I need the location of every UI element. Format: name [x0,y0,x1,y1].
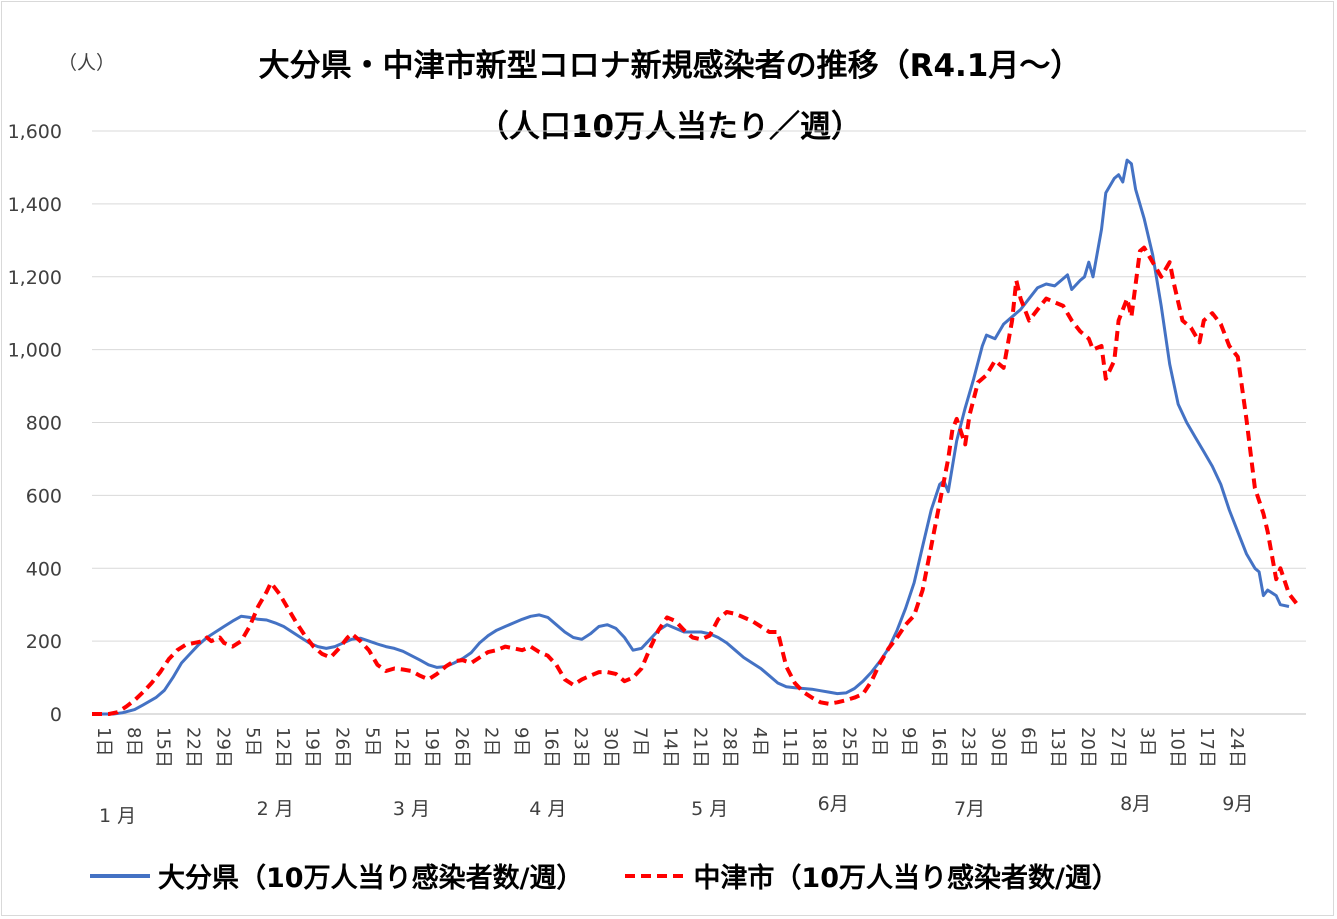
month-label: 4 月 [529,798,566,820]
y-tick-label: 800 [26,413,62,435]
x-tick-label: 20日 [1077,727,1098,768]
legend-item-nakatsu: 中津市（10万人当り感染者数/週） [625,856,1119,895]
x-tick-label: 19日 [302,727,323,768]
x-tick-label: 7日 [630,727,651,756]
x-tick-label: 27日 [1107,727,1128,768]
month-label: 8月 [1120,793,1151,815]
y-tick-label: 400 [26,558,62,580]
x-tick-label: 5日 [361,727,382,756]
x-tick-label: 3日 [1137,727,1158,756]
x-tick-label: 30日 [600,727,621,768]
x-tick-label: 17日 [1196,727,1217,768]
x-tick-label: 23日 [570,727,591,768]
month-label: 9月 [1222,793,1253,815]
x-tick-label: 18日 [809,727,830,768]
series-line-oita [92,158,1290,716]
x-tick-label: 26日 [451,727,472,768]
x-tick-label: 13日 [1047,727,1068,768]
x-tick-label: 19日 [421,727,442,768]
x-tick-label: 10日 [1166,727,1187,768]
x-tick-label: 28日 [719,727,740,768]
chart-subtitle: （人口10万人当たり／週） [477,109,863,145]
x-tick-label: 9日 [510,727,531,756]
x-tick-label: 24日 [1226,727,1247,768]
x-tick-label: 22日 [182,727,203,768]
x-tick-label: 1日 [93,727,114,756]
series-line-nakatsu [92,245,1300,716]
month-label: 2 月 [257,798,294,820]
x-tick-label: 8日 [123,727,144,756]
x-tick-label: 5日 [242,727,263,756]
legend-label-oita: 大分県（10万人当り感染者数/週） [158,863,584,894]
chart-title: 大分県・中津市新型コロナ新規感染者の推移（R4.1月〜） [258,48,1082,84]
month-label: 7月 [954,798,985,820]
x-tick-label: 12日 [272,727,293,768]
x-tick-label: 2日 [868,727,889,756]
y-tick-label: 1,600 [8,121,62,143]
x-tick-label: 2日 [481,727,502,756]
y-tick-label: 1,000 [8,340,62,362]
y-tick-label: 600 [26,485,62,507]
x-tick-label: 15日 [153,727,174,768]
x-tick-label: 25日 [838,727,859,768]
y-tick-label: 1,200 [8,267,62,289]
x-tick-label: 21日 [689,727,710,768]
x-tick-label: 12日 [391,727,412,768]
month-label: 5 月 [691,798,728,820]
x-tick-label: 26日 [332,727,353,768]
month-label: 6月 [818,793,849,815]
legend-label-nakatsu: 中津市（10万人当り感染者数/週） [693,863,1119,894]
x-tick-label: 29日 [212,727,233,768]
y-tick-label: 200 [26,631,62,653]
x-tick-label: 23日 [958,727,979,768]
month-label: 3 月 [393,798,430,820]
month-label: 1 月 [99,805,136,827]
x-tick-label: 14日 [660,727,681,768]
x-tick-label: 16日 [540,727,561,768]
legend-item-oita: 大分県（10万人当り感染者数/週） [90,856,583,895]
x-tick-label: 11日 [779,727,800,768]
chart-legend: 大分県（10万人当り感染者数/週） 中津市（10万人当り感染者数/週） [90,856,1161,895]
y-tick-label: 1,400 [8,194,62,216]
x-tick-label: 16日 [928,727,949,768]
legend-swatch-nakatsu [625,873,686,878]
x-tick-label: 30日 [988,727,1009,768]
x-tick-label: 6日 [1017,727,1038,756]
y-axis-unit-label: （人） [58,52,116,74]
y-tick-label: 0 [50,704,62,726]
legend-swatch-oita [90,873,150,878]
x-tick-label: 9日 [898,727,919,756]
x-tick-label: 4日 [749,727,770,756]
